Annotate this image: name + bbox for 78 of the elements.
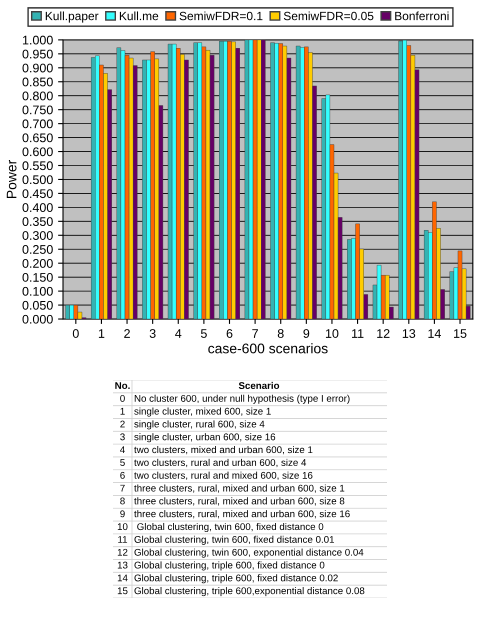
y-tick-label: 0.100 <box>22 286 53 296</box>
x-tick-label: 10 <box>326 329 338 338</box>
x-tick-label: 5 <box>200 329 207 338</box>
text: Global clustering, twin 600, fixed distance 0.01 <box>134 536 334 545</box>
y-tick-label: 0.900 <box>22 64 53 72</box>
text: two clusters, mixed and urban 600, size 1 <box>134 446 312 454</box>
y-tick-label: 0.300 <box>22 231 53 240</box>
text: three clusters, rural, mixed and urban 600, size 1 <box>134 484 344 493</box>
category-label: 0 <box>120 394 125 402</box>
y-tick-label: 0.450 <box>22 189 53 198</box>
legend-label: Kull.paper <box>46 11 98 23</box>
y-tick-label: 0.600 <box>22 147 53 156</box>
x-tick-label: 7 <box>252 329 258 338</box>
category-label: 5 <box>120 459 125 466</box>
legend-label: SemiwFDR=0.1 <box>180 11 262 20</box>
category-label: 9 <box>120 510 125 518</box>
x-tick-label: 12 <box>377 329 390 338</box>
x-axis-title: case-600 scenarios <box>208 343 328 354</box>
x-tick-label: 8 <box>278 329 284 338</box>
y-tick-label: 1.000 <box>22 36 53 45</box>
text: three clusters, rural, mixed and urban 600, size 8 <box>134 497 344 506</box>
x-tick-label: 14 <box>428 329 441 338</box>
y-tick-label: 0.150 <box>22 272 53 282</box>
y-tick-label: 0.700 <box>22 119 53 128</box>
category-label: 4 <box>120 446 125 454</box>
y-tick-label: 0.500 <box>22 175 53 184</box>
legend-label: SemiwFDR=0.05 <box>284 11 374 20</box>
category-label: 15 <box>118 587 128 594</box>
category-label: 1 <box>120 408 125 415</box>
x-tick-label: 11 <box>352 329 364 338</box>
x-tick-label: 9 <box>303 329 310 338</box>
y-tick-label: 0.950 <box>22 50 53 58</box>
category-label: 3 <box>120 433 125 440</box>
y-tick-label: 0.350 <box>22 217 53 226</box>
y-tick-label: 0.850 <box>22 78 53 86</box>
legend-label: Bonferroni <box>395 11 449 20</box>
text: Global clustering, twin 600, fixed distance 0 <box>137 522 324 532</box>
x-tick-label: 3 <box>150 329 156 338</box>
x-tick-label: 15 <box>454 329 466 338</box>
y-tick-label: 0.000 <box>22 314 53 324</box>
y-tick-label: 0.400 <box>22 203 53 212</box>
text: Global clustering, triple 600, fixed distance 0.02 <box>134 574 338 584</box>
y-tick-label: 0.050 <box>22 300 53 310</box>
text: Global clustering, triple 600,exponential distance 0.08 <box>134 587 364 596</box>
text: single cluster, urban 600, size 16 <box>134 433 276 442</box>
category-label: 10 <box>118 523 128 530</box>
category-label: 13 <box>118 562 128 569</box>
category-label: 11 <box>118 536 128 543</box>
x-tick-label: 1 <box>98 329 104 338</box>
y-tick-label: 0.800 <box>22 92 53 100</box>
category-label: 8 <box>120 498 125 504</box>
x-tick-label: 13 <box>402 329 416 338</box>
text: Global clustering, triple 600, fixed distance 0 <box>134 561 324 570</box>
text: single cluster, mixed 600, size 1 <box>134 408 271 417</box>
text: three clusters, rural, mixed and urban 600, size 16 <box>134 510 350 518</box>
category-label: 6 <box>120 472 125 479</box>
text: two clusters, rural and urban 600, size 4 <box>134 458 306 468</box>
category-label: 2 <box>120 420 125 428</box>
category-label: 7 <box>120 484 125 492</box>
text: Global clustering, twin 600, exponential distance 0.04 <box>134 548 364 558</box>
text: single cluster, rural 600, size 4 <box>134 420 264 430</box>
x-tick-label: 0 <box>72 329 79 338</box>
y-tick-label: 0.200 <box>22 259 53 268</box>
y-tick-label: 0.750 <box>22 105 53 114</box>
y-tick-label: 0.550 <box>22 161 53 170</box>
legend-label: Kull.me <box>120 11 158 20</box>
category-label: 12 <box>118 548 128 556</box>
text: Scenario <box>238 382 280 390</box>
y-tick-label: 0.650 <box>22 133 53 142</box>
y-axis-title: Power <box>6 160 16 198</box>
text: two clusters, rural and mixed 600, size 16 <box>134 472 312 480</box>
x-tick-label: 6 <box>226 329 232 338</box>
x-tick-label: 2 <box>124 329 130 338</box>
x-tick-label: 4 <box>175 329 182 338</box>
text: No cluster 600, under null hypothesis (type I error) <box>134 394 350 404</box>
y-tick-label: 0.250 <box>22 245 53 254</box>
text: No. <box>115 382 130 390</box>
category-label: 14 <box>118 574 128 582</box>
